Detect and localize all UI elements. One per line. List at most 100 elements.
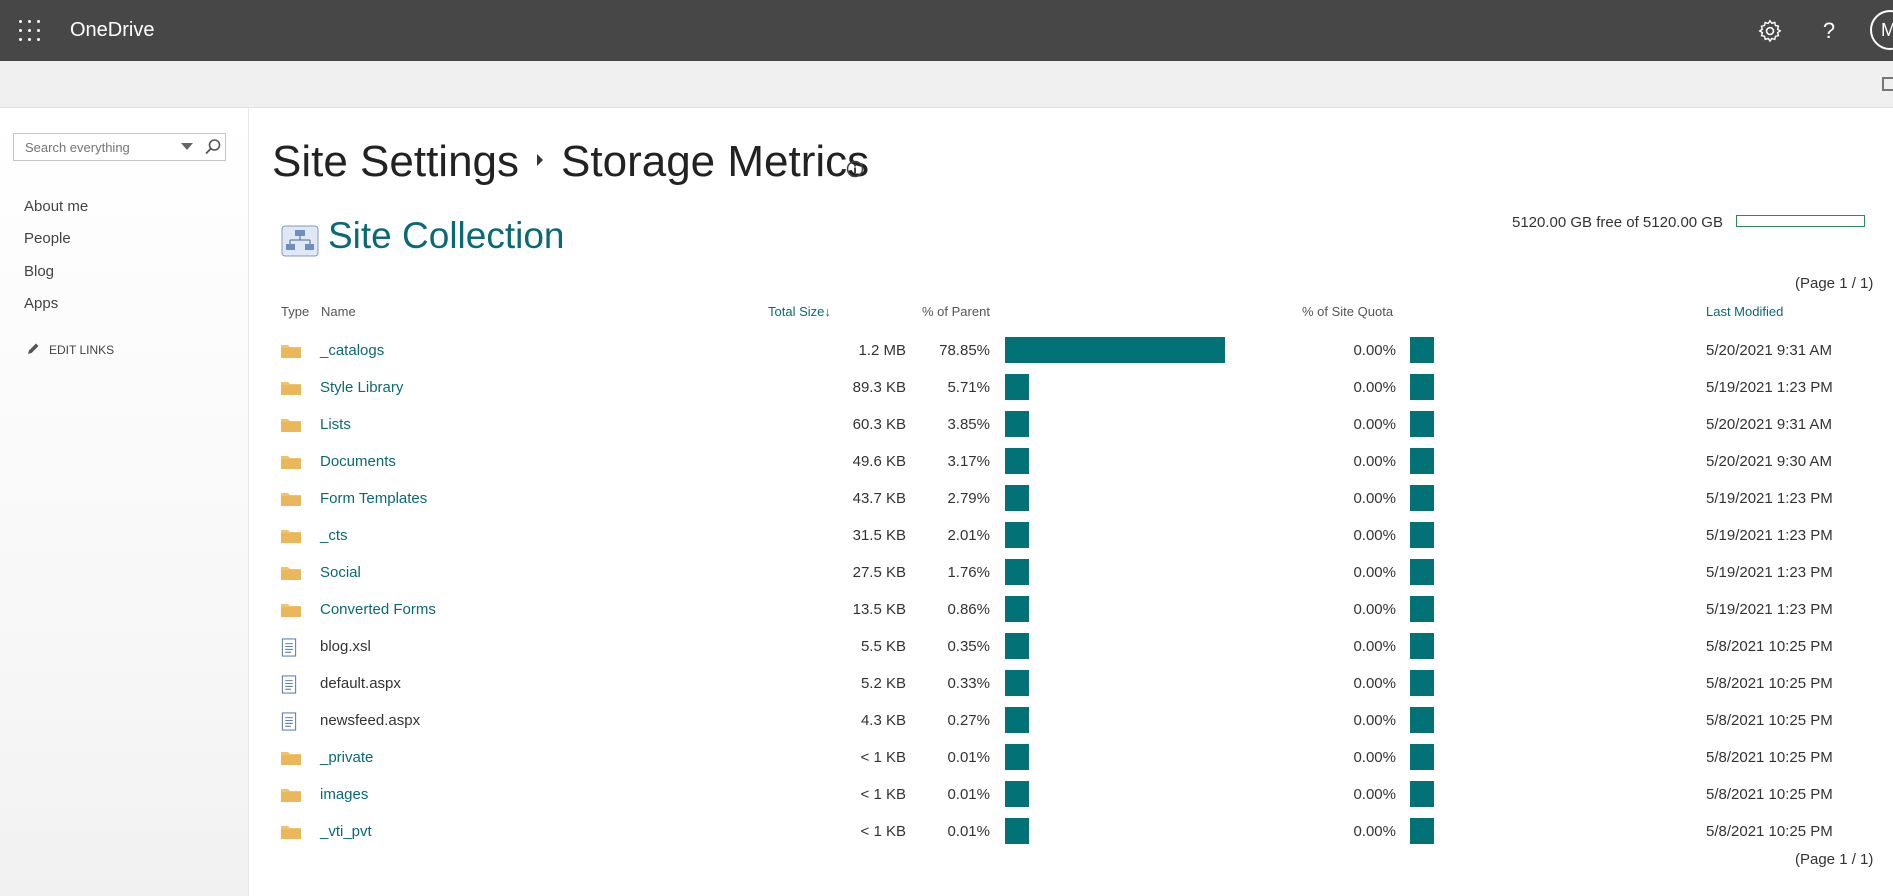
item-name[interactable]: Style Library: [320, 379, 404, 396]
pct-quota-bar: [1410, 411, 1434, 437]
focus-on-content-icon[interactable]: [1882, 77, 1893, 91]
item-last-modified: 5/20/2021 9:30 AM: [1706, 453, 1832, 470]
item-name: default.aspx: [320, 675, 401, 692]
pct-quota-bar: [1410, 337, 1434, 363]
column-header-total-size[interactable]: Total Size↓: [768, 304, 831, 319]
pct-parent-bar: [1005, 670, 1029, 696]
column-header-name: Name: [321, 304, 356, 319]
pencil-icon: [28, 343, 39, 354]
pct-parent-bar: [1005, 744, 1029, 770]
item-pct-quota: 0.00%: [1353, 490, 1396, 507]
paging-bottom: (Page 1 / 1): [1795, 851, 1874, 868]
nav-link-people[interactable]: People: [24, 230, 71, 247]
table-row: Lists 60.3 KB 3.85% 0.00% 5/20/2021 9:31 AM: [0, 410, 1893, 447]
item-pct-parent: 0.86%: [947, 601, 990, 618]
nav-link-about-me[interactable]: About me: [24, 198, 89, 215]
pct-parent-bar: [1005, 374, 1029, 400]
item-pct-parent: 0.01%: [947, 749, 990, 766]
pct-quota-bar: [1410, 744, 1434, 770]
item-name[interactable]: _catalogs: [320, 342, 385, 359]
pct-parent-bar: [1005, 781, 1029, 807]
folder-icon: [281, 601, 301, 618]
info-icon[interactable]: [846, 160, 864, 178]
pct-quota-bar: [1410, 818, 1434, 844]
item-pct-parent: 0.35%: [947, 638, 990, 655]
item-pct-quota: 0.00%: [1353, 712, 1396, 729]
column-header-last-modified[interactable]: Last Modified: [1706, 304, 1784, 319]
pct-quota-bar: [1410, 374, 1434, 400]
nav-link-blog[interactable]: Blog: [24, 263, 55, 280]
pct-parent-bar: [1005, 818, 1029, 844]
item-size: 4.3 KB: [860, 712, 906, 729]
item-name[interactable]: _private: [320, 749, 374, 766]
item-last-modified: 5/19/2021 1:23 PM: [1706, 490, 1833, 507]
pct-parent-bar: [1005, 448, 1029, 474]
search-icon[interactable]: [204, 138, 222, 156]
item-pct-parent: 3.85%: [947, 416, 990, 433]
item-name[interactable]: Form Templates: [320, 490, 428, 507]
item-name[interactable]: _vti_pvt: [320, 823, 372, 840]
item-last-modified: 5/8/2021 10:25 PM: [1706, 749, 1833, 766]
help-icon[interactable]: ?: [1822, 18, 1836, 43]
nav-link-apps[interactable]: Apps: [24, 295, 59, 312]
column-header-type: Type: [281, 304, 310, 319]
table-row: _private < 1 KB 0.01% 0.00% 5/8/2021 10:25 P…: [0, 743, 1893, 780]
pct-quota-bar: [1410, 670, 1434, 696]
pct-quota-bar: [1410, 522, 1434, 548]
gear-icon[interactable]: [1757, 18, 1783, 44]
search-box: [13, 133, 226, 161]
item-pct-quota: 0.00%: [1353, 749, 1396, 766]
item-pct-quota: 0.00%: [1353, 601, 1396, 618]
item-pct-parent: 0.01%: [947, 823, 990, 840]
item-pct-quota: 0.00%: [1353, 675, 1396, 692]
item-name[interactable]: _cts: [320, 527, 348, 544]
table-row: Converted Forms 13.5 KB 0.86% 0.00% 5/19/202…: [0, 595, 1893, 632]
breadcrumb-site-settings[interactable]: Site Settings: [272, 137, 520, 186]
item-name[interactable]: Converted Forms: [320, 601, 436, 618]
file-icon: [281, 638, 301, 657]
quota-text: 5120.00 GB free of 5120.00 GB: [1512, 214, 1723, 231]
paging-top: (Page 1 / 1): [1795, 275, 1874, 292]
page-title: Site Settings Storage Metrics: [272, 137, 869, 187]
sort-descending-icon: ↓: [824, 304, 831, 319]
item-name[interactable]: Lists: [320, 416, 351, 433]
column-header-pct-parent: % of Parent: [922, 304, 990, 319]
item-size: < 1 KB: [860, 749, 906, 766]
item-pct-parent: 2.01%: [947, 527, 990, 544]
item-size: 43.7 KB: [852, 490, 906, 507]
folder-icon: [281, 786, 301, 803]
item-pct-parent: 3.17%: [947, 453, 990, 470]
item-pct-parent: 5.71%: [947, 379, 990, 396]
pct-parent-bar: [1005, 485, 1029, 511]
avatar[interactable]: M: [1870, 10, 1893, 50]
table-row: blog.xsl 5.5 KB 0.35% 0.00% 5/8/2021 10:25 P…: [0, 632, 1893, 669]
item-name[interactable]: images: [320, 786, 369, 803]
search-input[interactable]: [14, 134, 185, 160]
item-name[interactable]: Social: [320, 564, 361, 581]
item-pct-quota: 0.00%: [1353, 527, 1396, 544]
pct-parent-bar: [1005, 559, 1029, 585]
item-last-modified: 5/19/2021 1:23 PM: [1706, 379, 1833, 396]
pct-quota-bar: [1410, 781, 1434, 807]
table-row: Documents 49.6 KB 3.17% 0.00% 5/20/2021 9:30…: [0, 447, 1893, 484]
table-row: _catalogs 1.2 MB 78.85% 0.00% 5/20/2021 9:31…: [0, 336, 1893, 373]
breadcrumb-current: Storage Metrics: [561, 137, 870, 186]
table-row: Form Templates 43.7 KB 2.79% 0.00% 5/19/2021…: [0, 484, 1893, 521]
item-size: 13.5 KB: [852, 601, 906, 618]
app-launcher-icon[interactable]: [19, 20, 40, 41]
ribbon: [0, 61, 1893, 108]
pct-parent-bar: [1005, 337, 1225, 363]
search-scope-dropdown-icon[interactable]: [181, 143, 193, 150]
item-size: < 1 KB: [860, 823, 906, 840]
item-size: 5.5 KB: [860, 638, 906, 655]
app-title[interactable]: OneDrive: [70, 19, 155, 41]
table-row: images < 1 KB 0.01% 0.00% 5/8/2021 10:25 PM: [0, 780, 1893, 817]
table-row: _vti_pvt < 1 KB 0.01% 0.00% 5/8/2021 10:25 P…: [0, 817, 1893, 854]
item-name[interactable]: Documents: [320, 453, 396, 470]
column-header-pct-quota: % of Site Quota: [1302, 304, 1394, 319]
item-name: newsfeed.aspx: [320, 712, 421, 729]
item-name: blog.xsl: [320, 638, 371, 655]
item-pct-parent: 0.01%: [947, 786, 990, 803]
item-last-modified: 5/8/2021 10:25 PM: [1706, 712, 1833, 729]
edit-links-button[interactable]: EDIT LINKS: [26, 342, 114, 357]
